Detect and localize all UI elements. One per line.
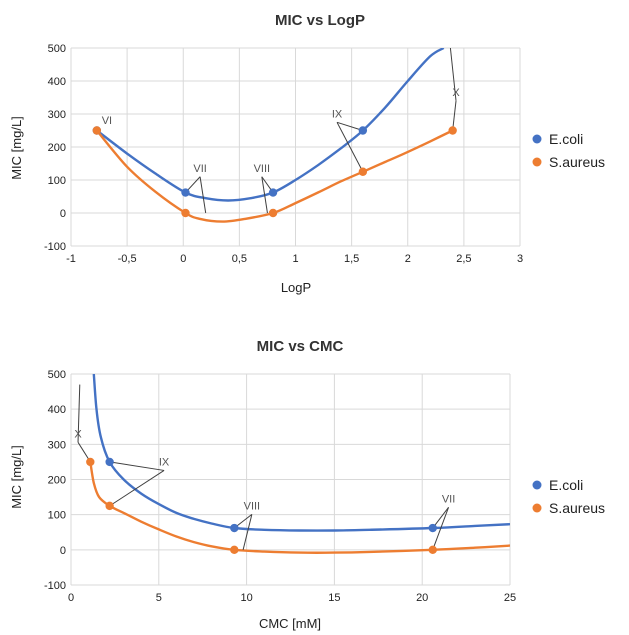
x-tick-label: 0,5 [232, 253, 247, 265]
annotation-label: X [74, 428, 82, 440]
cmc-chart: MIC vs CMC 0 5 10 15 20 25-100010020030040050… [9, 338, 605, 631]
data-point-saureus [105, 501, 114, 511]
x-tick-label: 2 [405, 253, 411, 265]
legend-label-ecoli: E.coli [549, 477, 583, 493]
annotation-label: X [452, 87, 460, 99]
logp-chart: MIC vs LogP -1 -0,5 0 0,5 1 1,5 2 2,5 3 -100 0 100 2… [9, 12, 605, 295]
x-tick-label: -1 [66, 253, 76, 265]
x-tick-label: 1 [292, 253, 298, 265]
x-tick-label: 1,5 [344, 253, 359, 265]
x-axis-label: LogP [281, 280, 311, 295]
y-tick-label: 300 [48, 109, 66, 121]
x-tick-label: 3 [517, 253, 523, 265]
y-tick-label: 100 [48, 175, 66, 187]
data-point-ecoli [105, 457, 114, 467]
annotation-label: VIII [254, 163, 271, 175]
y-tick-label: -100 [44, 241, 66, 253]
legend: E.coli S.aureus [532, 477, 605, 516]
series-line-saureus [89, 461, 510, 554]
legend-label-saureus: S.aureus [549, 500, 605, 516]
y-tick-label: 400 [48, 76, 66, 88]
annotation-leader [449, 47, 457, 101]
y-tick-label: 0 [60, 208, 66, 220]
y-tick-label: 200 [48, 142, 66, 154]
legend-marker-ecoli [532, 480, 542, 490]
x-tick-label: 20 [416, 592, 428, 604]
y-tick-label: 500 [48, 43, 66, 55]
annotation-leader [261, 176, 268, 214]
data-point-saureus [181, 208, 190, 218]
chart-title: MIC vs LogP [275, 12, 365, 29]
chart-title: MIC vs CMC [257, 338, 344, 355]
x-tick-label: 2,5 [456, 253, 471, 265]
legend-label-saureus: S.aureus [549, 154, 605, 170]
x-tick-label: 25 [504, 592, 516, 604]
annotation-label: IX [159, 456, 170, 468]
annotation-leader [432, 507, 449, 529]
y-tick-label: 0 [60, 545, 66, 557]
x-tick-label: 10 [240, 592, 252, 604]
y-axis-label: MIC [mg/L] [9, 116, 24, 180]
annotation-leader [242, 514, 253, 550]
y-tick-label: -100 [44, 580, 66, 592]
data-point-ecoli [181, 188, 190, 197]
data-point-ecoli [268, 188, 278, 197]
data-point-ecoli [230, 523, 239, 533]
y-tick-label: 500 [48, 369, 66, 381]
legend-marker-saureus [532, 157, 542, 167]
legend-label-ecoli: E.coli [549, 131, 583, 147]
x-tick-label: -0,5 [118, 253, 137, 265]
data-point-ecoli [428, 523, 437, 533]
x-tick-label: 0 [68, 592, 74, 604]
x-tick-label: 0 [180, 253, 186, 265]
series-line-ecoli [92, 374, 510, 532]
data-point-saureus [358, 167, 368, 176]
annotation-label: VIII [244, 500, 261, 512]
annotation-label: VI [102, 115, 112, 127]
y-tick-label: 200 [48, 475, 66, 487]
y-tick-label: 400 [48, 404, 66, 416]
y-axis-label: MIC [mg/L] [9, 445, 24, 509]
legend-marker-ecoli [532, 134, 542, 144]
data-point-saureus [448, 126, 457, 135]
annotation-leader [336, 121, 364, 131]
annotation-leader [109, 461, 165, 471]
x-axis-label: CMC [mM] [259, 616, 321, 631]
legend: E.coli S.aureus [532, 131, 605, 170]
series-line-saureus [95, 129, 454, 223]
annotation-leader [77, 384, 81, 443]
data-point-saureus [428, 545, 437, 555]
data-point-ecoli [358, 126, 368, 135]
x-tick-label: 5 [156, 592, 162, 604]
data-point-saureus [92, 126, 102, 135]
annotation-label: VII [193, 163, 206, 175]
legend-marker-saureus [532, 503, 542, 513]
annotation-leader [336, 122, 364, 172]
annotation-leader [432, 507, 450, 551]
series-line-ecoli [96, 48, 445, 202]
annotation-leader [109, 470, 165, 507]
data-point-saureus [86, 457, 95, 467]
annotation-label: VII [442, 493, 455, 505]
data-point-saureus [268, 208, 278, 218]
y-tick-label: 100 [48, 510, 66, 522]
data-point-saureus [230, 545, 239, 555]
y-tick-label: 300 [48, 439, 66, 451]
x-tick-label: 15 [328, 592, 340, 604]
annotation-leader [199, 176, 207, 214]
annotation-leader [452, 100, 457, 131]
annotation-label: IX [332, 108, 343, 120]
